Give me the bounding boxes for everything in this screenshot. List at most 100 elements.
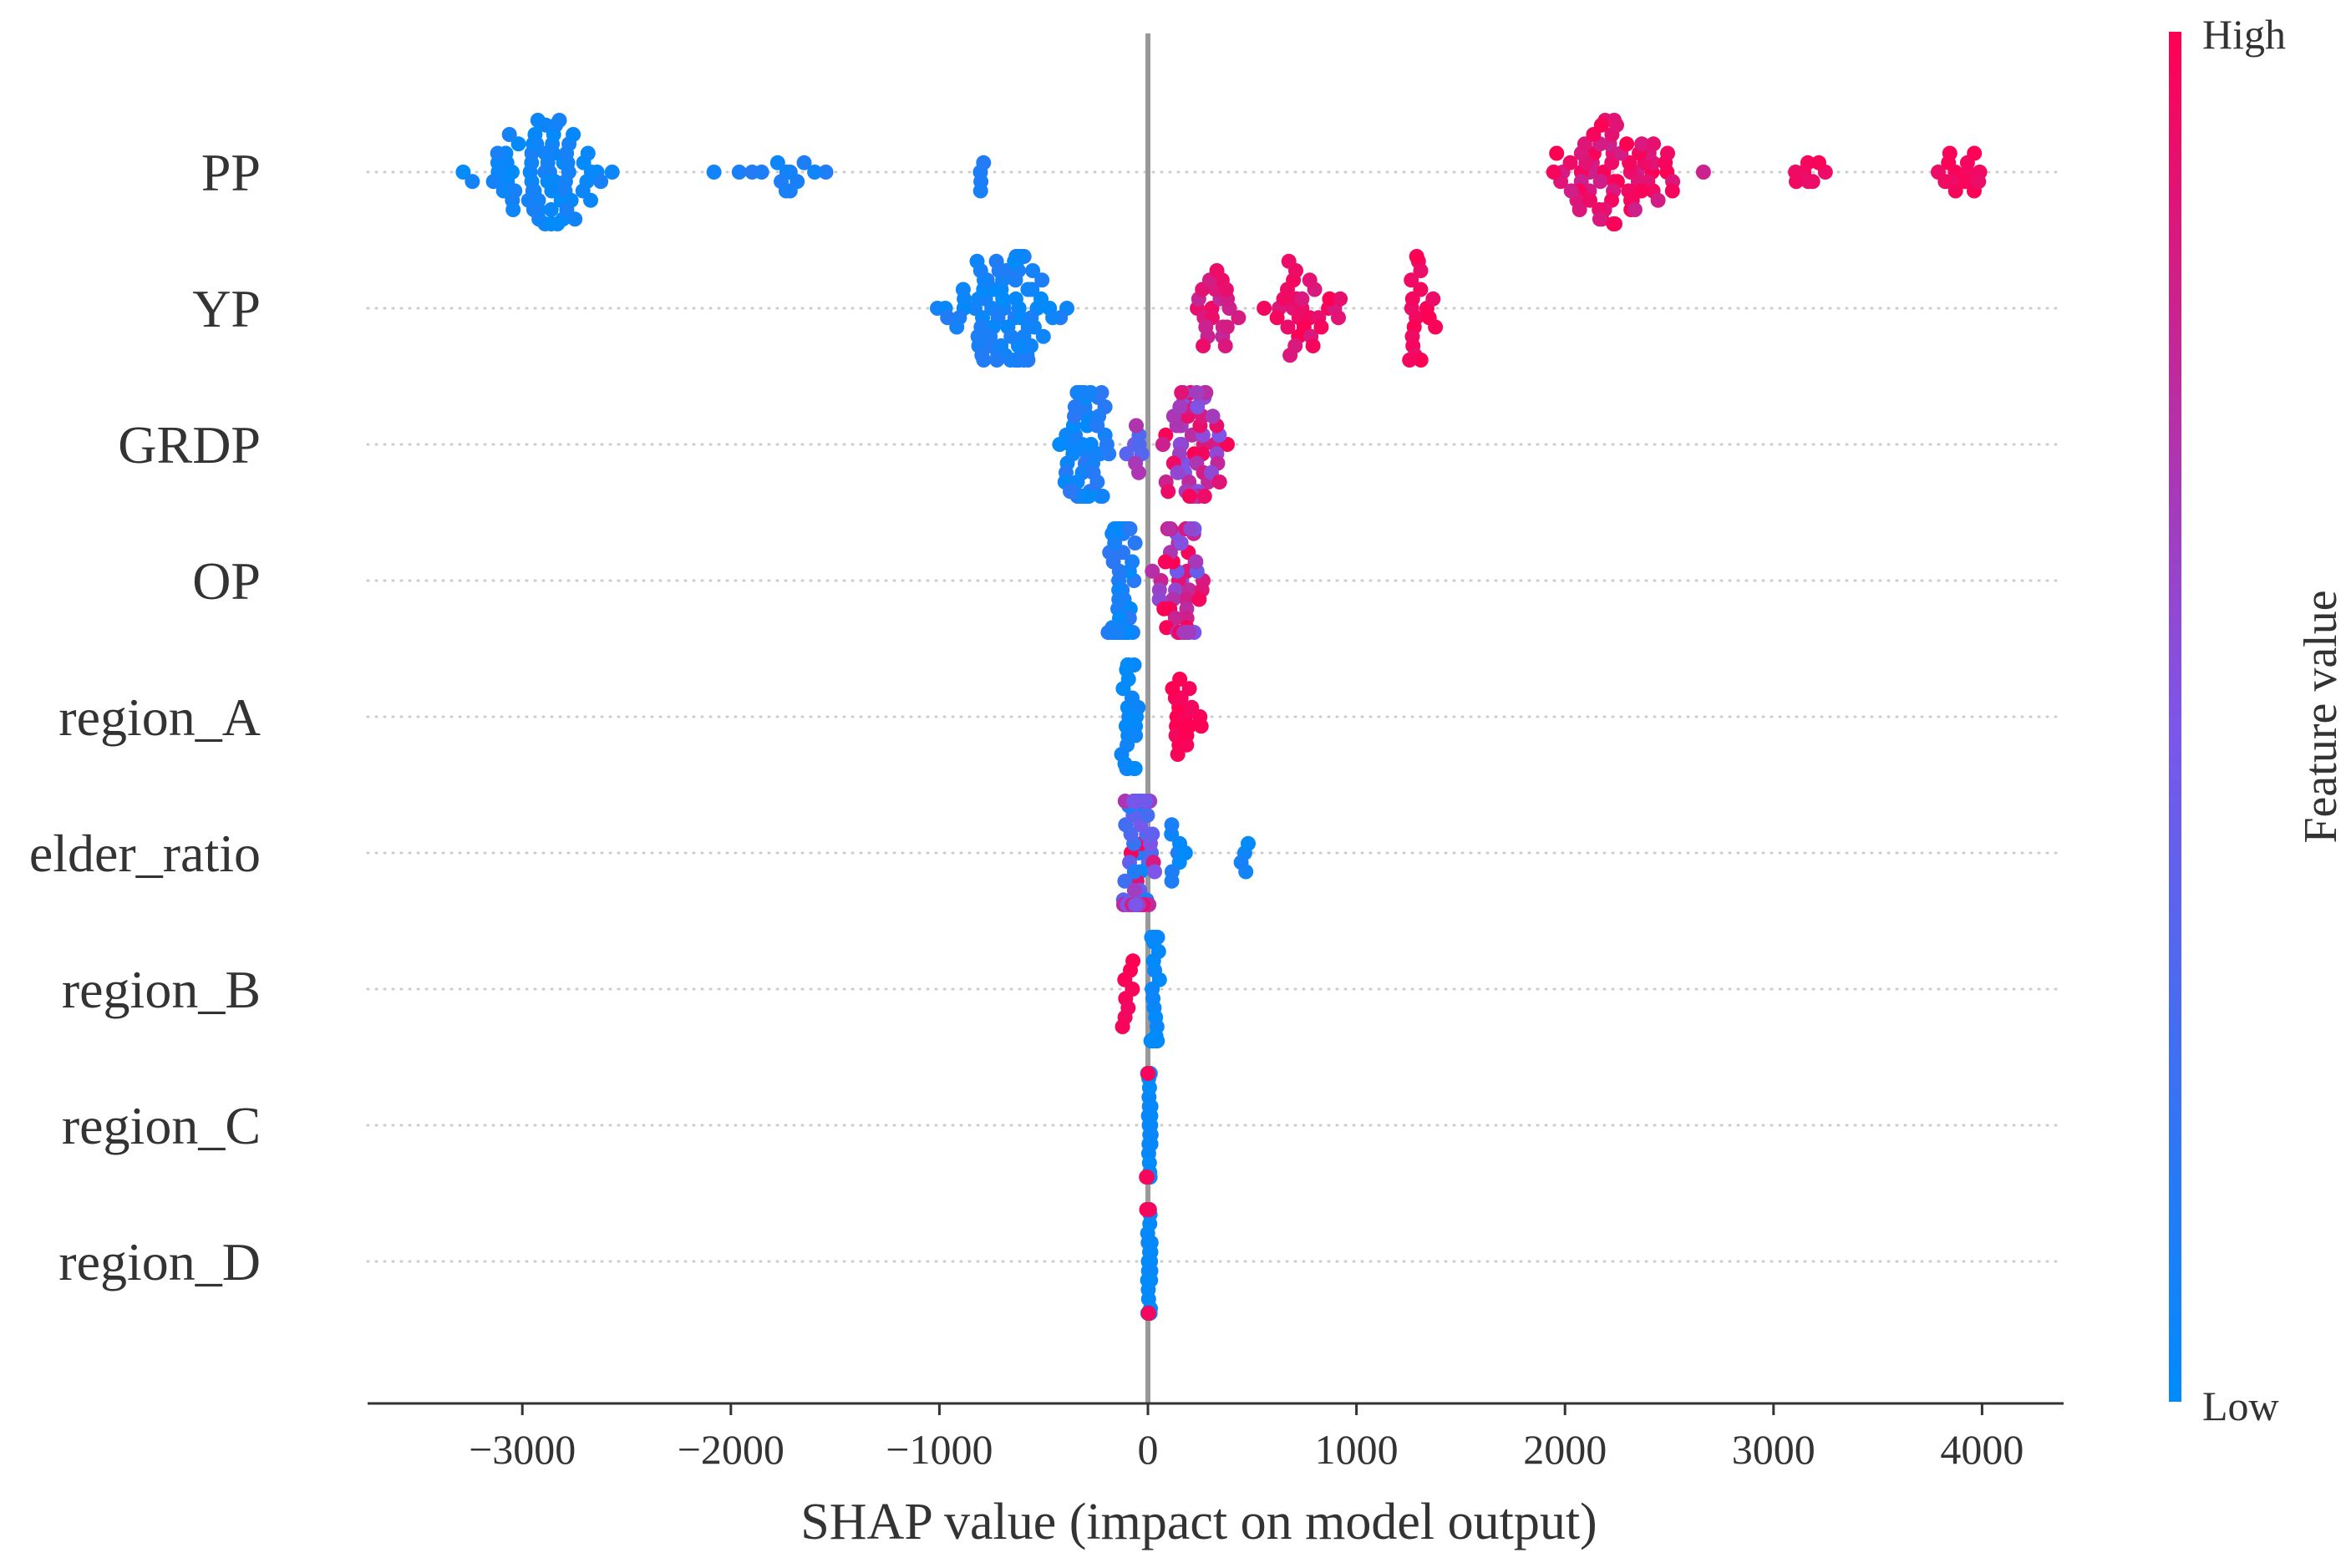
- point-YP: [955, 282, 971, 297]
- colorbar-title: Feature value: [2295, 590, 2347, 843]
- point-region_C: [1143, 1099, 1159, 1114]
- point-GRDP: [1196, 489, 1212, 504]
- point-YP: [969, 253, 985, 269]
- point-PP: [495, 183, 511, 199]
- point-PP: [543, 202, 559, 217]
- point-YP: [1218, 282, 1234, 297]
- colorbar-low-label: Low: [2202, 1383, 2279, 1429]
- point-OP: [1109, 625, 1125, 640]
- point-YP: [1013, 249, 1028, 264]
- point-OP: [1127, 535, 1143, 551]
- feature-label-elder_ratio: elder_ratio: [29, 824, 261, 883]
- point-PP: [1593, 117, 1609, 133]
- point-GRDP: [1131, 464, 1146, 480]
- point-PP: [583, 192, 598, 208]
- point-OP: [1120, 625, 1136, 640]
- point-GRDP: [1205, 408, 1221, 424]
- point-GRDP: [1170, 464, 1186, 480]
- series-region_B: [1115, 930, 1167, 1048]
- point-region_A: [1172, 672, 1188, 687]
- feature-label-region_A: region_A: [58, 688, 261, 747]
- point-region_C: [1139, 1170, 1155, 1185]
- point-PP: [1942, 145, 1957, 161]
- point-OP: [1161, 521, 1177, 536]
- point-YP: [1280, 319, 1296, 335]
- point-GRDP: [1172, 399, 1188, 414]
- point-elder_ratio: [1138, 794, 1154, 809]
- point-elder_ratio: [1241, 835, 1256, 851]
- point-PP: [778, 183, 794, 199]
- point-YP: [1322, 291, 1338, 307]
- point-PP: [818, 165, 834, 180]
- point-region_A: [1179, 737, 1195, 753]
- x-tick-label: 1000: [1315, 1426, 1399, 1473]
- point-region_B: [1125, 953, 1141, 969]
- point-OP: [1125, 554, 1140, 570]
- point-PP: [1695, 165, 1711, 180]
- feature-label-PP: PP: [201, 143, 261, 202]
- point-PP: [769, 155, 785, 170]
- point-PP: [1664, 183, 1680, 199]
- point-region_D: [1143, 1272, 1159, 1288]
- point-OP: [1181, 625, 1196, 640]
- series-region_A: [1114, 657, 1209, 776]
- point-GRDP: [1160, 484, 1176, 500]
- point-region_A: [1193, 718, 1209, 734]
- point-PP: [1660, 145, 1675, 161]
- point-PP: [1562, 155, 1578, 170]
- point-OP: [1183, 521, 1199, 536]
- point-YP: [1196, 338, 1211, 353]
- point-GRDP: [1174, 385, 1190, 400]
- beeswarm-points: [455, 113, 1988, 1321]
- colorbar-high-label: High: [2202, 11, 2286, 58]
- point-PP: [567, 211, 583, 227]
- point-YP: [1413, 282, 1429, 297]
- x-axis-label: SHAP value (impact on model output): [800, 1494, 1597, 1550]
- feature-gridlines: [366, 170, 2065, 1263]
- point-PP: [807, 165, 823, 180]
- x-tick-label: −3000: [469, 1426, 576, 1473]
- point-YP: [1016, 353, 1032, 368]
- point-YP: [1302, 272, 1318, 288]
- x-tick-label: 0: [1138, 1426, 1159, 1473]
- series-region_D: [1139, 1202, 1159, 1321]
- point-YP: [1217, 338, 1233, 353]
- point-GRDP: [1081, 489, 1097, 504]
- point-GRDP: [1052, 437, 1068, 452]
- point-YP: [1035, 328, 1051, 344]
- point-elder_ratio: [1128, 897, 1144, 912]
- point-region_A: [1128, 728, 1144, 743]
- x-tick-label: 4000: [1940, 1426, 2023, 1473]
- point-PP: [976, 155, 992, 170]
- point-YP: [1209, 263, 1225, 278]
- series-YP: [930, 249, 1444, 368]
- point-YP: [1219, 319, 1235, 335]
- feature-label-region_B: region_B: [62, 960, 261, 1019]
- point-PP: [526, 202, 541, 217]
- point-YP: [1305, 338, 1321, 353]
- point-PP: [1582, 192, 1597, 208]
- point-PP: [1646, 136, 1662, 152]
- point-YP: [1281, 253, 1297, 269]
- point-PP: [731, 165, 747, 180]
- point-elder_ratio: [1145, 826, 1160, 842]
- feature-label-GRDP: GRDP: [118, 415, 261, 474]
- point-PP: [1634, 136, 1650, 152]
- point-YP: [1025, 263, 1041, 278]
- point-PP: [1606, 216, 1622, 231]
- point-YP: [1008, 291, 1023, 307]
- point-PP: [1800, 155, 1815, 170]
- point-region_B: [1145, 930, 1160, 945]
- point-PP: [1546, 165, 1561, 180]
- point-region_A: [1170, 747, 1186, 762]
- point-PP: [706, 165, 722, 180]
- point-OP: [1167, 611, 1183, 626]
- point-OP: [1122, 521, 1138, 536]
- point-PP: [972, 183, 988, 199]
- point-YP: [1313, 319, 1329, 335]
- point-elder_ratio: [1126, 864, 1142, 880]
- point-GRDP: [1094, 385, 1109, 400]
- point-YP: [1425, 291, 1441, 307]
- point-region_B: [1144, 1033, 1160, 1048]
